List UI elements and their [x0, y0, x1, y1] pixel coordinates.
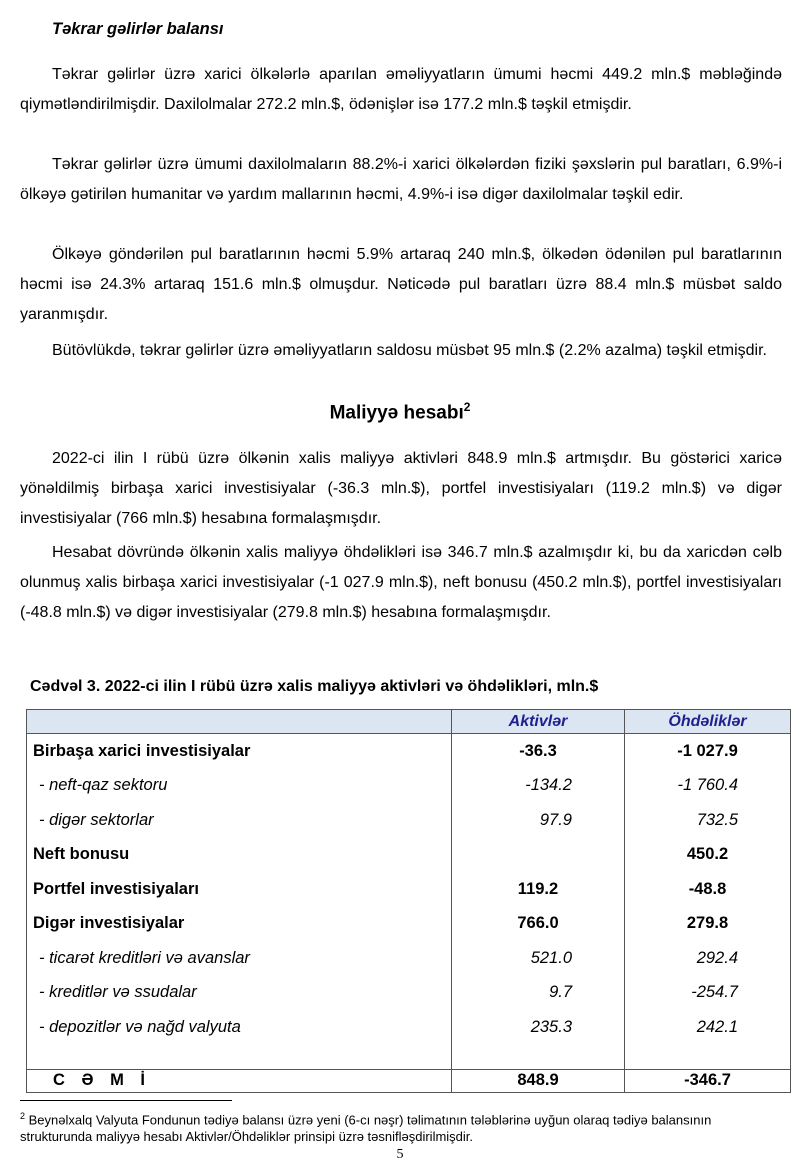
header-blank [26, 709, 452, 734]
row-label: - digər sektorlar [26, 803, 452, 838]
row-label: Digər investisiyalar [26, 906, 452, 941]
cell-ohdelikler: 279.8 [624, 906, 791, 941]
cell-aktivler: 9.7 [451, 975, 625, 1010]
table-row: - depozitlər və nağd valyuta 235.3 242.1 [26, 1010, 791, 1045]
header-aktivler: Aktivlər [451, 709, 625, 734]
cell-aktivler: -36.3 [451, 733, 625, 769]
cell-aktivler: 119.2 [451, 872, 625, 907]
paragraph: Təkrar gəlirlər üzrə ümumi daxilolmaları… [20, 156, 782, 203]
cell-ohdelikler: -254.7 [624, 975, 791, 1010]
financial-table: Aktivlər Öhdəliklər Birbaşa xarici inves… [26, 709, 791, 1093]
cell-ohdelikler: 292.4 [624, 941, 791, 976]
total-aktivler: 848.9 [451, 1068, 625, 1092]
table-row: - kreditlər və ssudalar 9.7 -254.7 [26, 975, 791, 1010]
paragraph: Təkrar gəlirlər üzrə xarici ölkələrlə ap… [20, 66, 782, 113]
row-label: - depozitlər və nağd valyuta [26, 1010, 452, 1045]
cell-aktivler: 766.0 [451, 906, 625, 941]
cell-aktivler: 521.0 [451, 941, 625, 976]
table-row: Portfel investisiyaları 119.2 -48.8 [26, 872, 791, 907]
cell-ohdelikler: 450.2 [624, 837, 791, 872]
page-number: 5 [396, 1147, 404, 1162]
paragraph: 2022-ci ilin I rübü üzrə ölkənin xalis m… [20, 450, 782, 527]
paragraph: Ölkəyə göndərilən pul baratlarının həcmi… [20, 246, 782, 323]
section-subtitle: Təkrar gəlirlər balansı [52, 20, 224, 38]
table-row: Neft bonusu 450.2 [26, 837, 791, 872]
table-row: Digər investisiyalar 766.0 279.8 [26, 906, 791, 941]
table-row: - ticarət kreditləri və avanslar 521.0 2… [26, 941, 791, 976]
cell-ohdelikler: -1 027.9 [624, 733, 791, 769]
cell-aktivler: -134.2 [451, 768, 625, 803]
total-label: C Ə M İ [26, 1068, 452, 1092]
cell-ohdelikler: -1 760.4 [624, 768, 791, 803]
table-spacer-row [26, 1044, 791, 1069]
row-label: Birbaşa xarici investisiyalar [26, 733, 452, 769]
row-label: - kreditlər və ssudalar [26, 975, 452, 1010]
paragraph: Hesabat dövründə ölkənin xalis maliyyə ö… [20, 544, 782, 621]
cell-aktivler: 97.9 [451, 803, 625, 838]
cell-aktivler [451, 837, 625, 872]
footnote-divider [20, 1100, 232, 1101]
total-ohdelikler: -346.7 [624, 1068, 791, 1092]
cell-ohdelikler: 732.5 [624, 803, 791, 838]
footnote-text: Beynəlxalq Valyuta Fondunun tədiyə balan… [20, 1112, 712, 1145]
table-row: - digər sektorlar 97.9 732.5 [26, 803, 791, 838]
paragraph: Bütövlükdə, təkrar gəlirlər üzrə əməliyy… [52, 342, 767, 359]
cell-aktivler: 235.3 [451, 1010, 625, 1045]
footnote: 2 Beynəlxalq Valyuta Fondunun tədiyə bal… [20, 1108, 780, 1145]
row-label: Neft bonusu [26, 837, 452, 872]
section-title-text: Maliyyə hesabı [329, 402, 464, 424]
cell-ohdelikler: 242.1 [624, 1010, 791, 1045]
table-row: Birbaşa xarici investisiyalar -36.3 -1 0… [26, 733, 791, 769]
table-row: - neft-qaz sektoru -134.2 -1 760.4 [26, 768, 791, 803]
footnote-mark: 2 [20, 1111, 26, 1121]
row-label: - ticarət kreditləri və avanslar [26, 941, 452, 976]
header-ohdelikler: Öhdəliklər [624, 709, 791, 734]
footnote-ref: 2 [463, 400, 471, 414]
table-total-row: C Ə M İ 848.9 -346.7 [26, 1068, 791, 1092]
table-header: Aktivlər Öhdəliklər [26, 709, 791, 734]
row-label: Portfel investisiyaları [26, 872, 452, 907]
table-caption: Cədvəl 3. 2022-ci ilin I rübü üzrə xalis… [30, 678, 599, 695]
cell-ohdelikler: -48.8 [624, 872, 791, 907]
row-label: - neft-qaz sektoru [26, 768, 452, 803]
section-title: Maliyyə hesabı2 [0, 400, 800, 424]
